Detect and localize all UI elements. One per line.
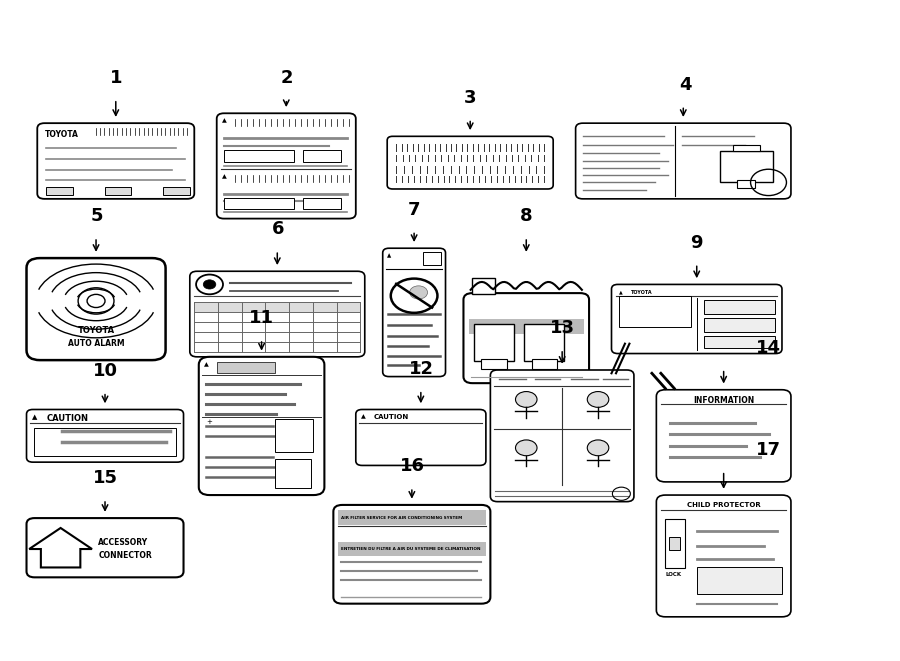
Bar xyxy=(704,299,775,314)
Circle shape xyxy=(203,280,216,289)
FancyBboxPatch shape xyxy=(26,518,184,577)
Text: ▲: ▲ xyxy=(32,414,37,420)
Bar xyxy=(338,542,486,557)
FancyBboxPatch shape xyxy=(333,505,490,603)
Bar xyxy=(217,362,275,373)
Bar xyxy=(482,360,507,369)
Bar xyxy=(275,419,312,452)
Bar xyxy=(104,187,131,195)
FancyBboxPatch shape xyxy=(190,271,364,357)
Text: CHILD PROTECTOR: CHILD PROTECTOR xyxy=(687,502,760,508)
Text: 11: 11 xyxy=(249,309,274,327)
Text: TOYOTA: TOYOTA xyxy=(77,326,114,335)
FancyBboxPatch shape xyxy=(217,113,356,219)
Polygon shape xyxy=(29,528,92,567)
Text: 2: 2 xyxy=(281,69,293,87)
Bar xyxy=(719,151,773,182)
Circle shape xyxy=(588,391,608,407)
Bar xyxy=(338,510,486,525)
Text: TOYOTA: TOYOTA xyxy=(44,130,78,139)
Bar xyxy=(46,187,73,195)
Circle shape xyxy=(410,286,427,299)
Text: ▲: ▲ xyxy=(387,253,392,258)
Text: 6: 6 xyxy=(272,220,284,239)
Bar xyxy=(665,519,685,568)
Bar xyxy=(163,187,190,195)
FancyBboxPatch shape xyxy=(37,123,194,199)
Bar xyxy=(224,198,294,210)
Bar xyxy=(618,295,691,327)
Bar xyxy=(303,198,340,210)
Text: LOCK: LOCK xyxy=(665,572,681,577)
Text: 9: 9 xyxy=(690,233,703,252)
Bar xyxy=(275,459,310,488)
Text: ACCESSORY: ACCESSORY xyxy=(98,538,148,547)
Text: +: + xyxy=(206,418,211,425)
Text: CONNECTOR: CONNECTOR xyxy=(98,551,152,560)
Bar xyxy=(194,302,360,312)
Text: 10: 10 xyxy=(93,362,118,380)
Bar xyxy=(532,360,557,369)
Bar xyxy=(704,318,775,332)
Bar xyxy=(224,150,294,162)
Text: AIR FILTER SERVICE FOR AIR CONDITIONING SYSTEM: AIR FILTER SERVICE FOR AIR CONDITIONING … xyxy=(340,516,462,520)
Text: 1: 1 xyxy=(110,69,122,87)
FancyBboxPatch shape xyxy=(611,284,782,354)
Circle shape xyxy=(516,440,537,455)
Text: CAUTION: CAUTION xyxy=(46,414,88,423)
Bar xyxy=(303,150,340,162)
Text: TOYOTA: TOYOTA xyxy=(631,290,652,295)
Bar xyxy=(423,253,441,265)
Text: 7: 7 xyxy=(408,200,420,219)
Text: 12: 12 xyxy=(409,360,434,378)
Text: ▲: ▲ xyxy=(222,118,227,124)
FancyBboxPatch shape xyxy=(491,370,634,502)
FancyBboxPatch shape xyxy=(656,495,791,617)
Bar xyxy=(525,325,564,361)
Bar xyxy=(733,145,760,151)
Text: ▲: ▲ xyxy=(618,290,623,295)
FancyBboxPatch shape xyxy=(199,357,324,495)
Text: INFORMATION: INFORMATION xyxy=(693,397,754,405)
Text: 17: 17 xyxy=(756,441,781,459)
FancyBboxPatch shape xyxy=(382,249,446,377)
Text: ▲: ▲ xyxy=(204,362,209,367)
Text: 15: 15 xyxy=(93,469,118,487)
FancyBboxPatch shape xyxy=(576,123,791,199)
Bar xyxy=(474,325,514,361)
FancyBboxPatch shape xyxy=(26,258,166,360)
FancyBboxPatch shape xyxy=(656,390,791,482)
Bar xyxy=(704,336,775,348)
Bar xyxy=(33,428,176,455)
Text: 14: 14 xyxy=(756,339,781,357)
Text: AUTO ALARM: AUTO ALARM xyxy=(68,339,124,348)
FancyBboxPatch shape xyxy=(356,409,486,465)
Circle shape xyxy=(87,294,105,307)
Text: CAUTION: CAUTION xyxy=(374,414,409,420)
Text: 4: 4 xyxy=(679,75,691,94)
Text: ENTRETIEN DU FILTRE A AIR DU SYSTEME DE CLIMATISATION: ENTRETIEN DU FILTRE A AIR DU SYSTEME DE … xyxy=(340,547,480,551)
Text: 3: 3 xyxy=(464,89,476,106)
Bar xyxy=(697,567,782,594)
Text: ▲: ▲ xyxy=(361,414,366,419)
Text: 16: 16 xyxy=(400,457,425,475)
Bar xyxy=(737,180,755,188)
Text: 13: 13 xyxy=(550,319,575,337)
Circle shape xyxy=(588,440,608,455)
Text: ▲: ▲ xyxy=(222,175,227,180)
Text: 5: 5 xyxy=(90,207,103,225)
Bar xyxy=(669,537,680,550)
Bar xyxy=(469,319,584,334)
Circle shape xyxy=(516,391,537,407)
Bar xyxy=(472,278,495,294)
Text: 8: 8 xyxy=(520,207,533,225)
FancyBboxPatch shape xyxy=(464,293,590,383)
FancyBboxPatch shape xyxy=(387,136,554,189)
FancyBboxPatch shape xyxy=(26,409,184,462)
